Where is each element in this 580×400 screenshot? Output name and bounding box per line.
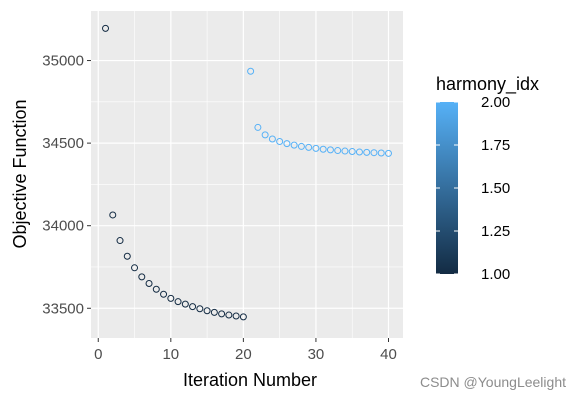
data-point <box>261 131 269 139</box>
x-tick-label: 20 <box>235 346 252 363</box>
y-tick-label: 34500 <box>42 135 84 152</box>
colorbar-tick-label: 1.25 <box>481 223 510 240</box>
y-tick-label: 34000 <box>42 218 84 235</box>
data-point <box>109 211 117 219</box>
y-tick-label: 35000 <box>42 53 84 70</box>
data-point <box>210 308 218 316</box>
data-point <box>116 237 124 245</box>
data-point <box>334 147 342 155</box>
data-point <box>225 311 233 319</box>
data-point <box>181 300 189 308</box>
data-point <box>123 252 131 260</box>
colorbar-tick-label: 2.00 <box>481 94 510 111</box>
data-points <box>102 24 392 321</box>
x-tick-label: 30 <box>308 346 325 363</box>
data-point <box>232 312 240 320</box>
data-point <box>268 135 276 143</box>
x-axis-title: Iteration Number <box>183 370 317 390</box>
data-point <box>138 273 146 281</box>
data-point <box>145 280 153 287</box>
minor-gridlines <box>91 11 403 338</box>
data-point <box>341 147 349 155</box>
data-point <box>239 313 247 321</box>
colorbar-tick-label: 1.50 <box>481 180 510 197</box>
data-point <box>363 148 371 156</box>
colorbar-ticks: 1.00 1.25 1.50 1.75 2.00 <box>436 94 510 283</box>
color-legend: harmony_idx 1.00 1.25 1.50 1.75 2.00 <box>436 74 539 283</box>
x-tick-label: 10 <box>162 346 179 363</box>
data-point <box>384 149 392 157</box>
data-point <box>102 24 110 32</box>
y-axis-title: Objective Function <box>10 99 30 248</box>
y-tick-label: 33500 <box>42 300 84 317</box>
data-point <box>297 142 305 150</box>
data-point <box>348 148 356 156</box>
y-axis-ticks: 33500 34000 34500 35000 <box>42 53 91 317</box>
x-tick-label: 0 <box>94 346 102 363</box>
data-point <box>196 305 204 313</box>
data-point <box>355 148 363 156</box>
data-point <box>189 303 197 311</box>
x-tick-label: 40 <box>380 346 397 363</box>
x-axis-ticks: 0 10 20 30 40 <box>94 338 397 363</box>
watermark: CSDN @YoungLeelight <box>419 374 566 390</box>
data-point <box>152 285 160 293</box>
data-point <box>167 294 175 302</box>
colorbar-tick-label: 1.00 <box>481 266 510 283</box>
data-point <box>305 143 313 151</box>
data-point <box>312 144 320 152</box>
data-point <box>160 290 168 298</box>
data-point <box>276 137 284 145</box>
data-point <box>131 264 139 272</box>
data-point <box>326 146 334 154</box>
data-point <box>218 310 226 318</box>
data-point <box>377 149 385 157</box>
data-point <box>283 140 291 148</box>
data-point <box>370 149 378 157</box>
data-point <box>203 307 211 315</box>
colorbar <box>436 102 458 274</box>
legend-title: harmony_idx <box>436 74 539 95</box>
major-gridlines <box>91 11 403 338</box>
data-point <box>254 123 262 131</box>
data-point <box>290 141 298 149</box>
data-point <box>247 67 255 75</box>
data-point <box>319 145 327 153</box>
colorbar-tick-label: 1.75 <box>481 137 510 154</box>
data-point <box>174 298 182 306</box>
panel-background <box>91 11 403 338</box>
